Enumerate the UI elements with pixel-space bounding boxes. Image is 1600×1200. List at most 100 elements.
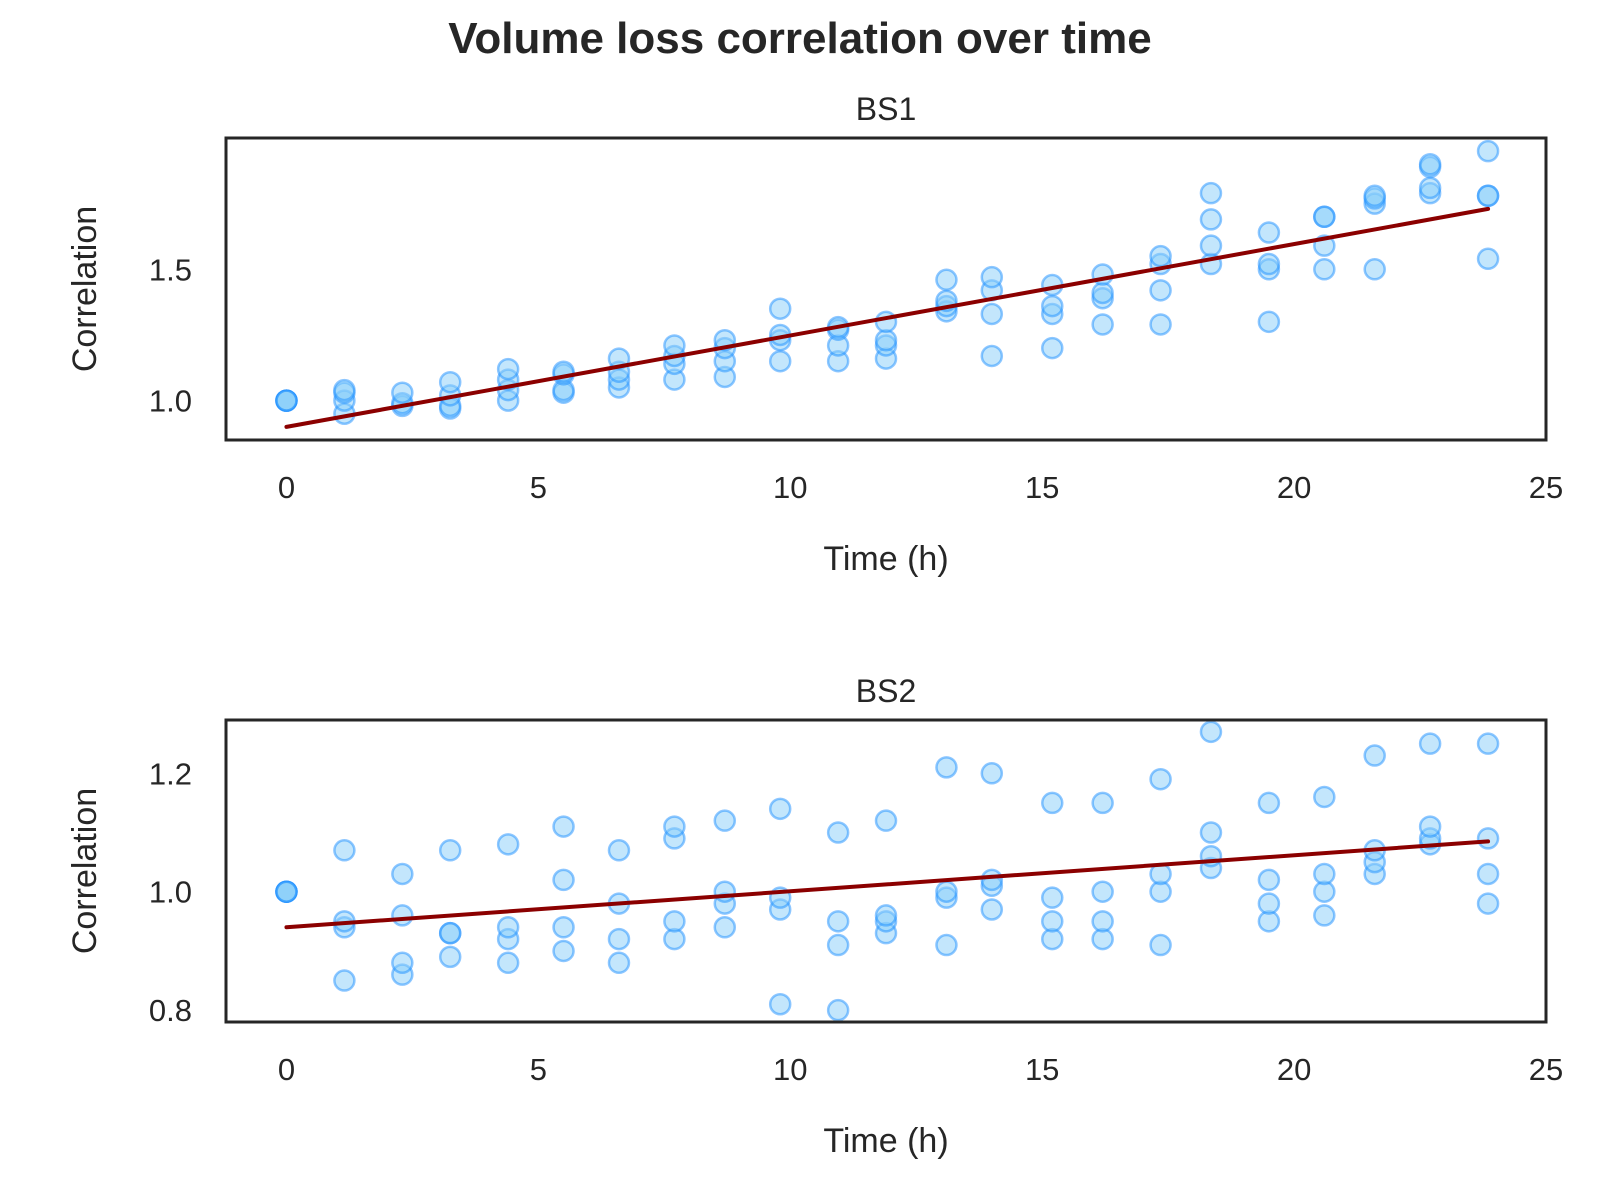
data-point bbox=[496, 916, 520, 939]
data-point bbox=[826, 910, 850, 933]
data-point bbox=[1257, 252, 1281, 276]
data-point bbox=[1149, 933, 1172, 957]
data-point bbox=[333, 839, 356, 862]
data-point bbox=[1476, 732, 1500, 755]
data-point bbox=[1257, 892, 1281, 915]
data-point bbox=[552, 868, 575, 892]
data-point bbox=[607, 347, 631, 370]
data-point bbox=[1199, 234, 1223, 257]
data-point bbox=[1199, 720, 1223, 744]
fit-line bbox=[284, 839, 1491, 930]
y-tick-label: 0.8 bbox=[149, 993, 192, 1028]
data-point bbox=[1313, 862, 1336, 886]
data-point bbox=[438, 839, 462, 862]
data-point bbox=[1476, 139, 1500, 163]
data-point bbox=[552, 939, 575, 963]
data-point bbox=[1418, 176, 1442, 200]
data-point bbox=[1091, 281, 1114, 305]
data-point bbox=[496, 951, 520, 975]
data-point bbox=[1199, 181, 1223, 205]
data-point bbox=[607, 839, 631, 862]
x-tick-label: 15 bbox=[1025, 1052, 1059, 1087]
data-point bbox=[1149, 244, 1172, 268]
data-point bbox=[935, 933, 958, 957]
x-tick-label: 10 bbox=[773, 470, 807, 505]
data-point bbox=[826, 998, 850, 1022]
data-point bbox=[1041, 336, 1064, 360]
data-point bbox=[391, 951, 414, 975]
data-point bbox=[1476, 892, 1500, 915]
data-point bbox=[1418, 732, 1442, 755]
y-tick-label: 1.0 bbox=[149, 875, 192, 910]
data-point bbox=[1476, 827, 1500, 850]
subplot-title: BS1 bbox=[856, 91, 916, 127]
x-tick-label: 25 bbox=[1529, 470, 1563, 505]
data-point bbox=[1257, 868, 1281, 892]
data-point bbox=[980, 898, 1004, 921]
data-point bbox=[1257, 221, 1281, 244]
data-point bbox=[1091, 880, 1114, 903]
figure-title: Volume loss correlation over time bbox=[448, 14, 1152, 63]
data-point bbox=[874, 904, 898, 927]
data-point bbox=[552, 916, 575, 939]
data-point bbox=[391, 904, 414, 927]
data-point bbox=[713, 916, 737, 939]
data-point bbox=[391, 381, 414, 404]
data-point bbox=[438, 945, 462, 969]
x-axis-label: Time (h) bbox=[823, 1122, 948, 1160]
y-tick-label: 1.0 bbox=[149, 384, 192, 419]
subplot-title: BS2 bbox=[856, 673, 916, 709]
data-point bbox=[607, 951, 631, 975]
y-tick-label: 1.5 bbox=[149, 252, 192, 287]
data-point bbox=[768, 992, 792, 1016]
fit-line bbox=[284, 206, 1491, 429]
data-point bbox=[496, 833, 520, 856]
data-point bbox=[874, 809, 898, 832]
data-point bbox=[663, 815, 686, 838]
data-point bbox=[1476, 184, 1500, 208]
x-tick-label: 5 bbox=[530, 1052, 547, 1087]
data-point bbox=[1257, 310, 1281, 334]
plot-frame bbox=[224, 718, 1548, 1024]
data-point bbox=[552, 815, 575, 838]
data-point bbox=[935, 756, 958, 779]
y-tick-label: 1.2 bbox=[149, 756, 192, 791]
data-point bbox=[333, 969, 356, 992]
data-point bbox=[713, 809, 737, 832]
data-point bbox=[935, 880, 958, 903]
data-point bbox=[980, 265, 1004, 289]
data-point bbox=[980, 762, 1004, 785]
x-tick-label: 25 bbox=[1529, 1052, 1563, 1087]
data-point bbox=[1418, 815, 1442, 838]
data-point bbox=[1199, 821, 1223, 844]
data-point bbox=[438, 921, 462, 945]
y-axis-label: Correlation bbox=[66, 206, 104, 372]
data-point bbox=[768, 797, 792, 821]
data-point bbox=[663, 334, 686, 357]
data-point bbox=[1149, 767, 1172, 791]
x-tick-label: 0 bbox=[278, 470, 295, 505]
x-axis-label: Time (h) bbox=[823, 540, 948, 578]
data-point bbox=[1313, 904, 1336, 927]
data-point bbox=[1418, 153, 1442, 176]
data-point bbox=[1313, 205, 1336, 229]
data-point bbox=[1476, 247, 1500, 271]
data-point bbox=[333, 378, 356, 402]
data-point bbox=[1257, 791, 1281, 815]
data-point bbox=[980, 302, 1004, 326]
data-point bbox=[607, 927, 631, 951]
data-point bbox=[496, 357, 520, 381]
data-point bbox=[275, 389, 298, 412]
data-point bbox=[1091, 313, 1114, 336]
data-point bbox=[1199, 208, 1223, 231]
data-point bbox=[874, 328, 898, 352]
data-point bbox=[1313, 258, 1336, 281]
data-point bbox=[1149, 313, 1172, 336]
data-point bbox=[1476, 862, 1500, 886]
data-point bbox=[1091, 791, 1114, 815]
data-point bbox=[1149, 279, 1172, 302]
data-point bbox=[275, 880, 298, 903]
x-tick-label: 20 bbox=[1277, 470, 1311, 505]
